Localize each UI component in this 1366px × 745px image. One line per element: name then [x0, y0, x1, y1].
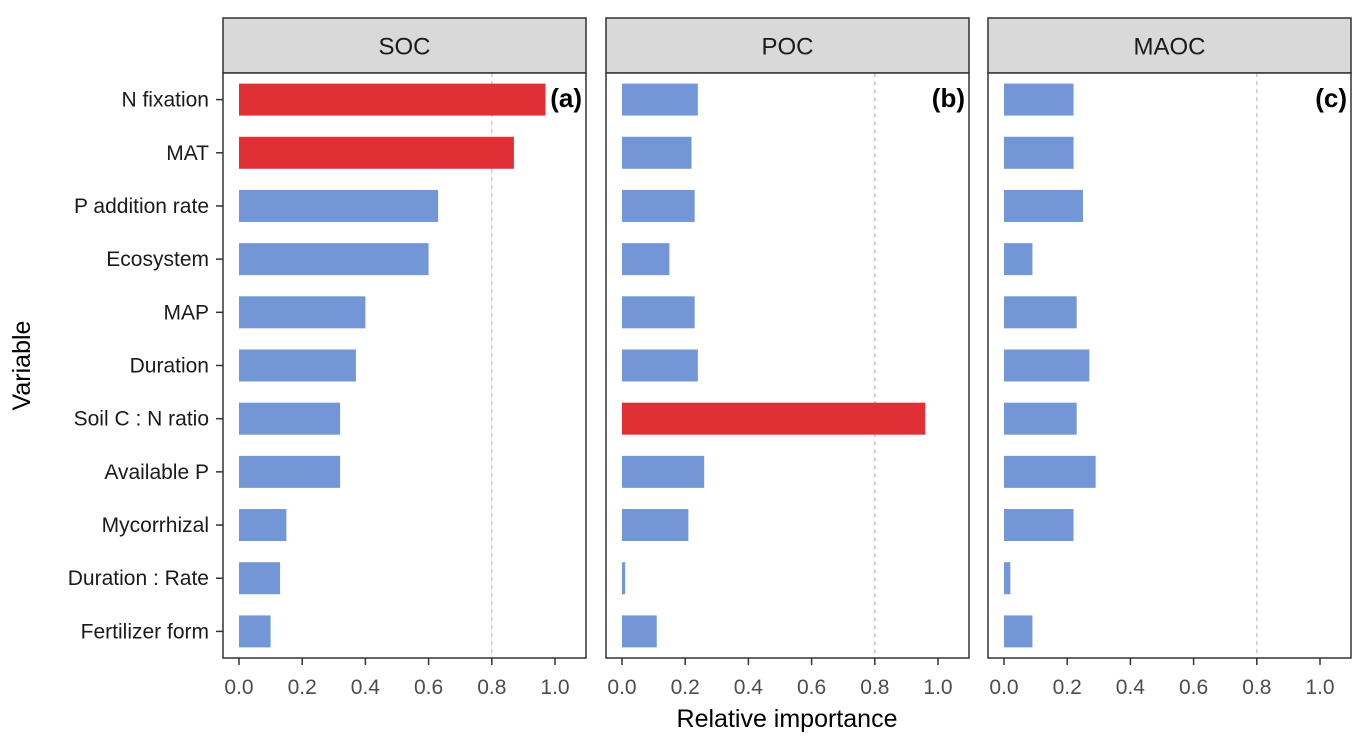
y-category-label: Ecosystem [106, 248, 209, 271]
bar [239, 189, 439, 222]
bar [239, 402, 341, 435]
y-category-label: Duration : Rate [68, 567, 209, 590]
x-tick-label: 0.8 [1242, 676, 1271, 699]
bar [622, 243, 670, 276]
panel-tag: (c) [1315, 83, 1347, 113]
bar [1004, 615, 1033, 648]
panel-tag: (b) [932, 83, 965, 113]
bar [239, 349, 356, 382]
y-category-label: P addition rate [74, 195, 209, 218]
panel-maoc: MAOC (c) 0.0 0.2 0.4 0.6 0.8 1.0 [987, 17, 1352, 699]
bar [622, 136, 692, 169]
x-tick-label: 0.0 [607, 676, 636, 699]
x-tick-label: 0.6 [414, 676, 443, 699]
strip-label: POC [761, 34, 813, 61]
y-category-label: N fixation [121, 89, 209, 112]
x-tick-label: 0.6 [1179, 676, 1208, 699]
bar [622, 615, 657, 648]
bar [239, 455, 341, 488]
bar [1004, 562, 1011, 595]
bar [622, 562, 626, 595]
x-tick-label: 0.8 [860, 676, 889, 699]
bar [1004, 349, 1090, 382]
bar [622, 296, 695, 329]
bar [239, 296, 366, 329]
x-tick-label: 0.6 [797, 676, 826, 699]
y-category-label: Duration [130, 355, 209, 378]
panel-border [605, 72, 970, 659]
panel-soc: SOC (a) 0.0 0.2 0.4 0.6 0.8 1.0 [222, 17, 587, 699]
x-tick-label: 0.8 [477, 676, 506, 699]
x-tick-label: 0.0 [989, 676, 1018, 699]
bar [1004, 243, 1033, 276]
y-category-label: MAP [163, 301, 209, 324]
panel-tag: (a) [550, 83, 582, 113]
bar [239, 136, 514, 169]
x-axis-title: Relative importance [677, 705, 898, 733]
panel-border [987, 72, 1352, 659]
x-tick-label: 0.2 [1053, 676, 1082, 699]
strip-background [222, 17, 587, 74]
x-tick-label: 0.2 [288, 676, 317, 699]
bar [1004, 189, 1083, 222]
y-category-label: Mycorrhizal [102, 514, 209, 537]
x-tick-label: 0.2 [671, 676, 700, 699]
bar [1004, 83, 1074, 116]
strip-label: MAOC [1134, 34, 1206, 61]
panel-poc: POC (b) 0.0 0.2 0.4 0.6 0.8 1.0 [605, 17, 970, 699]
bar [1004, 296, 1077, 329]
bar [622, 455, 705, 488]
bar [239, 83, 546, 116]
y-category-label: MAT [166, 142, 209, 165]
bar [239, 562, 281, 595]
x-tick-label: 0.4 [734, 676, 764, 699]
bar [622, 509, 689, 542]
bar [239, 243, 429, 276]
x-tick-label: 0.0 [224, 676, 253, 699]
bar [1004, 136, 1074, 169]
strip-background [987, 17, 1352, 74]
strip-label: SOC [378, 34, 430, 61]
y-category-label: Available P [104, 461, 209, 484]
bar [622, 349, 698, 382]
bar [239, 509, 287, 542]
bar [622, 402, 926, 435]
y-category-label: Fertilizer form [81, 620, 209, 643]
bar [1004, 509, 1074, 542]
bar [239, 615, 271, 648]
bar [1004, 402, 1077, 435]
panel-border [222, 72, 587, 659]
bar [622, 189, 695, 222]
x-tick-label: 1.0 [1305, 676, 1334, 699]
bar [1004, 455, 1096, 488]
x-tick-label: 1.0 [923, 676, 952, 699]
bar [622, 83, 698, 116]
x-tick-label: 0.4 [1116, 676, 1146, 699]
y-axis-title: Variable [8, 321, 36, 411]
y-category-label: Soil C : N ratio [74, 408, 209, 431]
x-tick-label: 1.0 [540, 676, 569, 699]
x-tick-label: 0.4 [351, 676, 381, 699]
